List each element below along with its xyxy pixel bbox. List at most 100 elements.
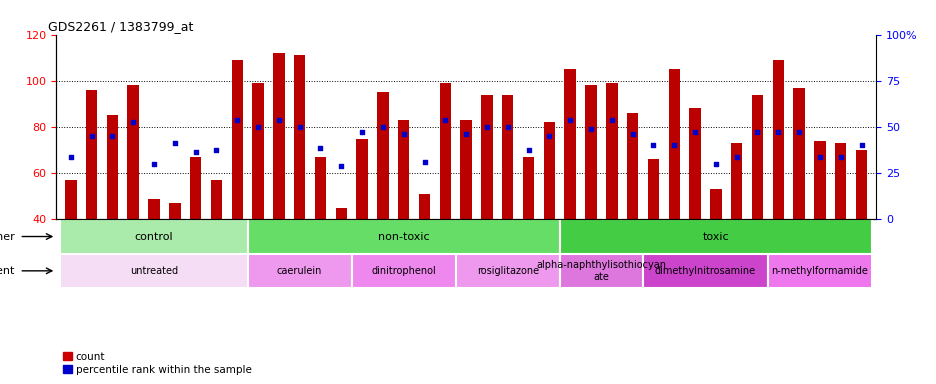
Bar	[335, 208, 346, 219]
Point	[229, 117, 244, 123]
Point	[125, 119, 140, 126]
Bar	[834, 143, 845, 219]
Point	[188, 149, 203, 156]
Point	[812, 154, 826, 160]
Bar	[398, 120, 409, 219]
Bar	[626, 113, 637, 219]
Text: GDS2261 / 1383799_at: GDS2261 / 1383799_at	[48, 20, 193, 33]
Bar	[86, 90, 97, 219]
Bar	[60, 219, 247, 254]
Point	[728, 154, 743, 160]
Bar	[772, 60, 783, 219]
Bar	[356, 139, 368, 219]
Bar	[813, 141, 825, 219]
Bar	[559, 254, 642, 288]
Point	[541, 133, 556, 139]
Point	[209, 147, 224, 153]
Text: untreated: untreated	[130, 266, 178, 276]
Point	[105, 133, 120, 139]
Text: non-toxic: non-toxic	[377, 232, 429, 242]
Bar	[148, 199, 159, 219]
Point	[770, 129, 785, 135]
Bar	[543, 122, 554, 219]
Bar	[60, 254, 247, 288]
Bar	[606, 83, 617, 219]
Bar	[247, 254, 351, 288]
Point	[437, 117, 452, 123]
Bar	[563, 69, 576, 219]
Bar	[481, 94, 492, 219]
Bar	[647, 159, 658, 219]
Bar	[127, 85, 139, 219]
Point	[313, 145, 328, 151]
Text: toxic: toxic	[702, 232, 728, 242]
Bar	[351, 254, 455, 288]
Point	[520, 147, 535, 153]
Point	[666, 142, 681, 149]
Bar	[667, 69, 680, 219]
Text: caerulein: caerulein	[277, 266, 322, 276]
Text: control: control	[135, 232, 173, 242]
Text: dimethylnitrosamine: dimethylnitrosamine	[654, 266, 755, 276]
Bar	[314, 157, 326, 219]
Bar	[418, 194, 430, 219]
Point	[84, 133, 99, 139]
Point	[458, 131, 473, 137]
Bar	[211, 180, 222, 219]
Bar	[768, 254, 871, 288]
Bar	[793, 88, 804, 219]
Bar	[855, 150, 867, 219]
Point	[687, 129, 702, 135]
Point	[396, 131, 411, 137]
Bar	[65, 180, 77, 219]
Point	[417, 159, 431, 165]
Text: dinitrophenol: dinitrophenol	[371, 266, 435, 276]
Bar	[439, 83, 450, 219]
Text: agent: agent	[0, 266, 15, 276]
Bar	[168, 203, 181, 219]
Point	[645, 142, 660, 149]
Point	[853, 142, 868, 149]
Bar	[247, 219, 559, 254]
Bar	[585, 85, 596, 219]
Bar	[709, 189, 721, 219]
Point	[583, 126, 598, 132]
Bar	[231, 60, 242, 219]
Bar	[559, 219, 871, 254]
Legend: count, percentile rank within the sample: count, percentile rank within the sample	[64, 352, 252, 375]
Point	[604, 117, 619, 123]
Point	[624, 131, 639, 137]
Point	[168, 140, 183, 146]
Bar	[751, 94, 763, 219]
Point	[64, 154, 79, 160]
Bar	[502, 94, 513, 219]
Bar	[460, 120, 472, 219]
Text: rosiglitazone: rosiglitazone	[476, 266, 538, 276]
Point	[292, 124, 307, 130]
Point	[375, 124, 390, 130]
Point	[479, 124, 494, 130]
Bar	[107, 116, 118, 219]
Bar	[273, 53, 285, 219]
Bar	[642, 254, 768, 288]
Point	[271, 117, 286, 123]
Point	[146, 161, 161, 167]
Point	[563, 117, 578, 123]
Bar	[689, 109, 700, 219]
Point	[791, 129, 806, 135]
Point	[749, 129, 764, 135]
Bar	[294, 55, 305, 219]
Text: alpha-naphthylisothiocyan
ate: alpha-naphthylisothiocyan ate	[535, 260, 665, 281]
Bar	[455, 254, 559, 288]
Text: other: other	[0, 232, 15, 242]
Bar	[252, 83, 264, 219]
Point	[333, 163, 348, 169]
Point	[708, 161, 723, 167]
Bar	[730, 143, 741, 219]
Bar	[522, 157, 534, 219]
Point	[354, 129, 369, 135]
Bar	[190, 157, 201, 219]
Point	[832, 154, 847, 160]
Point	[250, 124, 265, 130]
Text: n-methylformamide: n-methylformamide	[770, 266, 868, 276]
